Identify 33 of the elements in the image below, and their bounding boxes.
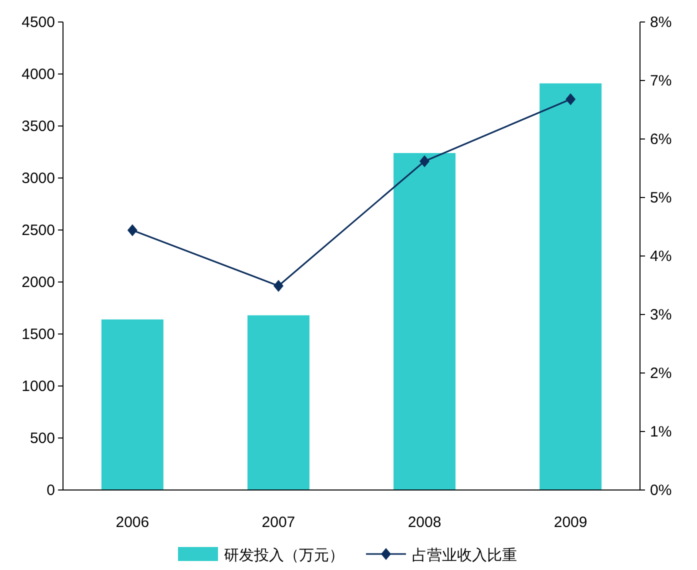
y2-tick-label: 8% bbox=[650, 14, 672, 31]
y2-tick-label: 7% bbox=[650, 72, 672, 90]
y-tick-label: 0 bbox=[46, 482, 55, 499]
bar bbox=[101, 319, 164, 490]
bar bbox=[540, 83, 602, 490]
y-tick-label: 4500 bbox=[22, 14, 55, 31]
x-tick-label: 2009 bbox=[554, 514, 588, 531]
y2-tick-label: 4% bbox=[650, 248, 672, 265]
y2-tick-label: 6% bbox=[650, 131, 672, 148]
y-tick-label: 1000 bbox=[22, 378, 55, 395]
y-tick-label: 3000 bbox=[22, 170, 55, 187]
y-tick-label: 4000 bbox=[22, 66, 55, 83]
x-tick-label: 2008 bbox=[408, 514, 442, 531]
point bbox=[420, 155, 430, 168]
point bbox=[566, 93, 576, 106]
y2-tick-label: 2% bbox=[650, 365, 672, 382]
point bbox=[273, 280, 284, 292]
y-tick-label: 1500 bbox=[22, 326, 55, 343]
y2-tick-label: 5% bbox=[650, 190, 672, 206]
y2-tick-label: 3% bbox=[650, 306, 672, 324]
x-tick-label: 2007 bbox=[262, 514, 296, 531]
point bbox=[127, 224, 138, 236]
y2-tick-label: 1% bbox=[650, 424, 672, 440]
bar bbox=[247, 315, 310, 490]
y-tick-label: 500 bbox=[30, 430, 55, 447]
bar bbox=[394, 153, 456, 490]
legend-label: 占营业收入比重 bbox=[412, 547, 517, 564]
y-tick-label: 3500 bbox=[22, 118, 55, 135]
y-tick-label: 2000 bbox=[22, 274, 55, 291]
y2-tick-label: 0% bbox=[650, 482, 672, 499]
x-tick-label: 2006 bbox=[116, 514, 150, 531]
legend-label: 研发投入（万元） bbox=[224, 547, 344, 564]
y-tick-label: 2500 bbox=[22, 222, 55, 239]
